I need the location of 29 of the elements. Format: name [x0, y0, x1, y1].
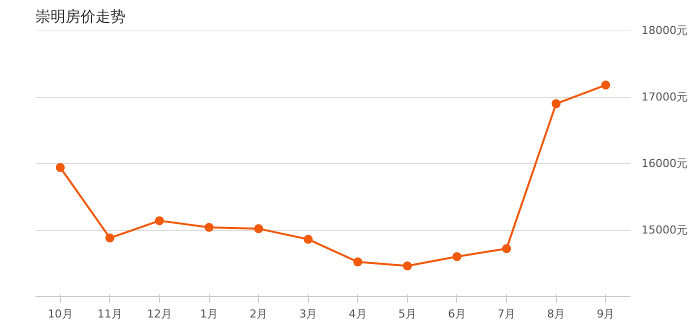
x-tick-label: 7月: [498, 308, 516, 320]
point: [204, 222, 214, 232]
x-tick-label: 4月: [348, 308, 367, 320]
point: [552, 99, 561, 108]
point: [56, 163, 65, 172]
point: [105, 233, 114, 242]
y-tick-label: 18000元: [642, 24, 688, 37]
point: [154, 216, 164, 226]
x-tick-label: 3月: [299, 308, 318, 320]
x-tick-label: 2月: [250, 308, 268, 320]
x-tick-label: 9月: [596, 308, 615, 320]
point: [402, 261, 412, 270]
point: [254, 224, 264, 234]
x-tick-label: 8月: [547, 308, 566, 320]
point: [601, 80, 610, 90]
point: [452, 252, 462, 262]
point: [353, 257, 362, 266]
y-tick-label: 15000元: [642, 224, 688, 236]
y-tick-label: 16000元: [642, 157, 688, 170]
x-tick-label: 5月: [398, 308, 416, 320]
x-tick-label: 11月: [97, 308, 122, 320]
x-tick-label: 6月: [448, 308, 466, 320]
x-tick-label: 1月: [200, 308, 218, 320]
point: [502, 244, 512, 254]
y-tick-label: 17000元: [642, 90, 688, 104]
point: [304, 234, 313, 244]
x-tick-label: 12月: [146, 308, 172, 320]
chart-title: 崇明房价走势: [36, 8, 126, 26]
x-tick-label: 10月: [48, 308, 73, 320]
